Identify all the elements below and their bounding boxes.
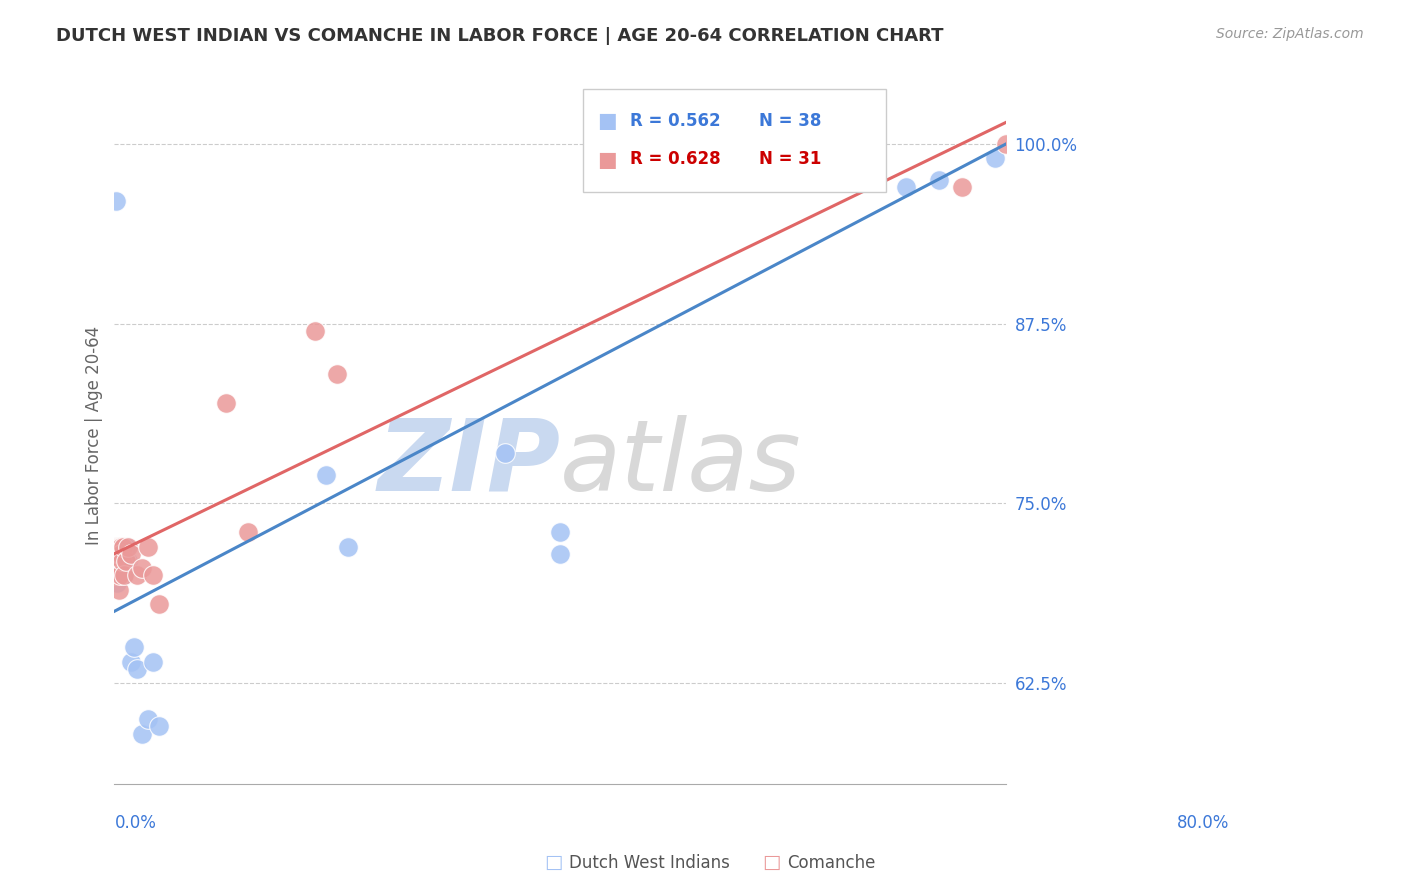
Point bbox=[104, 568, 127, 582]
Y-axis label: In Labor Force | Age 20-64: In Labor Force | Age 20-64 bbox=[86, 326, 103, 545]
Point bbox=[105, 568, 128, 582]
Point bbox=[950, 180, 973, 194]
Point bbox=[112, 540, 135, 554]
Point bbox=[108, 582, 131, 597]
Point bbox=[928, 173, 950, 187]
Point bbox=[108, 547, 131, 561]
Point bbox=[984, 151, 1007, 165]
Point bbox=[114, 554, 136, 568]
Point bbox=[110, 540, 132, 554]
Point bbox=[142, 655, 165, 669]
Point bbox=[107, 554, 129, 568]
Point bbox=[111, 554, 134, 568]
Point bbox=[108, 568, 131, 582]
Point bbox=[108, 547, 131, 561]
Point bbox=[995, 136, 1018, 151]
Point bbox=[304, 324, 326, 338]
Point bbox=[107, 568, 129, 582]
Point bbox=[110, 547, 132, 561]
Point bbox=[108, 568, 131, 582]
Text: 0.0%: 0.0% bbox=[114, 814, 156, 832]
Text: N = 31: N = 31 bbox=[759, 150, 821, 168]
Text: Comanche: Comanche bbox=[787, 855, 876, 872]
Point bbox=[110, 547, 132, 561]
Point bbox=[108, 540, 131, 554]
Text: ■: ■ bbox=[598, 112, 617, 131]
Text: □: □ bbox=[544, 854, 562, 872]
Point bbox=[136, 540, 159, 554]
Point bbox=[117, 554, 139, 568]
Point bbox=[104, 540, 127, 554]
Point bbox=[125, 662, 148, 676]
Point bbox=[107, 540, 129, 554]
Point bbox=[108, 547, 131, 561]
Point bbox=[105, 575, 128, 590]
Point bbox=[105, 547, 128, 561]
Point bbox=[124, 640, 146, 655]
Point bbox=[337, 540, 360, 554]
Point bbox=[125, 568, 148, 582]
Point bbox=[108, 554, 131, 568]
Point bbox=[136, 712, 159, 726]
Point bbox=[117, 540, 139, 554]
Point bbox=[131, 726, 153, 740]
Point bbox=[107, 554, 129, 568]
Point bbox=[104, 194, 127, 209]
Point bbox=[108, 568, 131, 582]
Text: Source: ZipAtlas.com: Source: ZipAtlas.com bbox=[1216, 27, 1364, 41]
Point bbox=[131, 561, 153, 575]
Text: atlas: atlas bbox=[560, 415, 801, 511]
Point bbox=[108, 547, 131, 561]
Text: R = 0.628: R = 0.628 bbox=[630, 150, 720, 168]
Point bbox=[108, 568, 131, 582]
Point bbox=[114, 540, 136, 554]
Point bbox=[108, 540, 131, 554]
Point bbox=[548, 547, 571, 561]
Point bbox=[494, 446, 516, 460]
Point bbox=[238, 525, 260, 540]
Text: □: □ bbox=[762, 854, 780, 872]
Point bbox=[326, 367, 349, 381]
Point bbox=[104, 568, 127, 582]
Text: N = 38: N = 38 bbox=[759, 112, 821, 129]
Point bbox=[148, 597, 170, 611]
Point bbox=[111, 554, 134, 568]
Text: ZIP: ZIP bbox=[377, 415, 560, 511]
Text: R = 0.562: R = 0.562 bbox=[630, 112, 720, 129]
Point bbox=[108, 540, 131, 554]
Point bbox=[120, 655, 142, 669]
Point bbox=[142, 568, 165, 582]
Point bbox=[105, 561, 128, 575]
Point bbox=[120, 547, 142, 561]
Point bbox=[108, 568, 131, 582]
Point bbox=[215, 396, 238, 410]
Point bbox=[108, 540, 131, 554]
Point bbox=[114, 568, 136, 582]
Point bbox=[112, 547, 135, 561]
Point bbox=[107, 568, 129, 582]
Point bbox=[894, 180, 917, 194]
Point bbox=[105, 547, 128, 561]
Point bbox=[105, 540, 128, 554]
Text: DUTCH WEST INDIAN VS COMANCHE IN LABOR FORCE | AGE 20-64 CORRELATION CHART: DUTCH WEST INDIAN VS COMANCHE IN LABOR F… bbox=[56, 27, 943, 45]
Text: Dutch West Indians: Dutch West Indians bbox=[569, 855, 730, 872]
Point bbox=[315, 467, 337, 482]
Text: ■: ■ bbox=[598, 150, 617, 169]
Point bbox=[548, 525, 571, 540]
Point bbox=[104, 554, 127, 568]
Point bbox=[104, 547, 127, 561]
Point bbox=[110, 540, 132, 554]
Point bbox=[107, 540, 129, 554]
Text: 80.0%: 80.0% bbox=[1177, 814, 1229, 832]
Point bbox=[104, 540, 127, 554]
Point bbox=[105, 540, 128, 554]
Point bbox=[148, 719, 170, 733]
Point bbox=[114, 568, 136, 582]
Point bbox=[108, 568, 131, 582]
